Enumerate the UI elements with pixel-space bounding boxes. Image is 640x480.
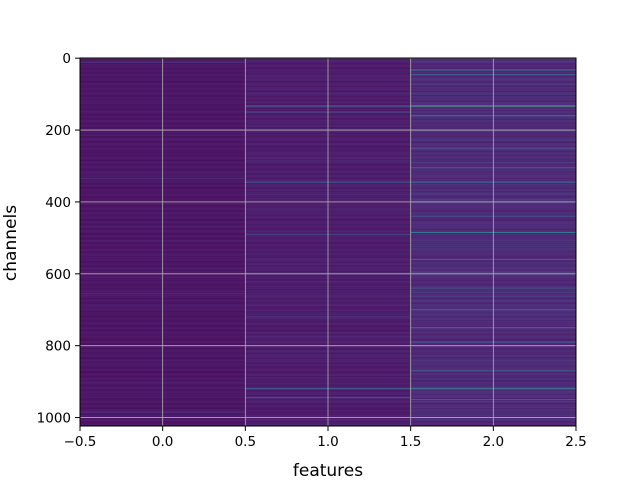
y-axis-label: channels (1, 205, 21, 281)
y-tick-label: 200 (45, 123, 71, 139)
x-axis-ticks: −0.5 0.0 0.5 1.0 1.5 2.0 2.5 (64, 426, 587, 450)
y-tick-label: 0 (62, 51, 71, 67)
x-tick-label: −0.5 (64, 434, 97, 450)
y-tick-label: 1000 (37, 411, 71, 427)
x-tick-label: 1.0 (317, 434, 338, 450)
y-tick-label: 400 (45, 195, 71, 211)
x-tick-label: 1.5 (400, 434, 421, 450)
x-tick-label: 0.5 (235, 434, 256, 450)
x-axis-label: features (293, 461, 363, 480)
x-tick-label: 2.5 (565, 434, 586, 450)
y-tick-label: 800 (45, 339, 71, 355)
y-axis-ticks: 0 200 400 600 800 1000 (37, 51, 80, 427)
x-tick-label: 2.0 (483, 434, 504, 450)
y-tick-label: 600 (45, 267, 71, 283)
x-tick-label: 0.0 (152, 434, 173, 450)
